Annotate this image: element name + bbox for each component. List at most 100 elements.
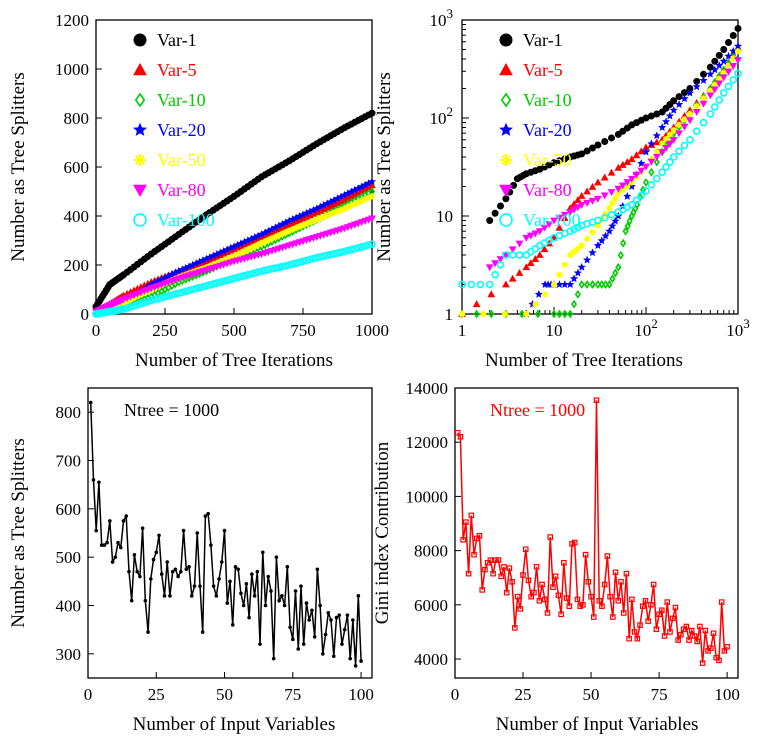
data-point [647, 180, 656, 189]
data-point [137, 299, 145, 308]
x-tick-label: 1 [458, 321, 467, 340]
data-point [540, 224, 549, 232]
data-point [675, 93, 683, 101]
data-point [491, 209, 499, 217]
data-point [552, 573, 559, 580]
data-point [670, 127, 677, 134]
data-point [535, 250, 544, 258]
y-axis-label: Gini index Contribution [372, 441, 393, 624]
data-point [605, 226, 614, 235]
data-point [615, 597, 622, 604]
data-point [710, 86, 719, 94]
data-point [222, 528, 227, 533]
data-point [608, 134, 616, 142]
data-point [127, 569, 131, 574]
data-point [648, 602, 654, 608]
data-point [647, 139, 656, 148]
data-point [263, 603, 268, 608]
data-point [683, 623, 690, 630]
data-point [340, 247, 349, 256]
data-point [368, 240, 376, 248]
data-point [247, 270, 256, 278]
data-point [734, 69, 742, 78]
data-point [626, 216, 633, 226]
data-point [168, 594, 172, 598]
data-point [154, 294, 162, 303]
y-tick-label: 800 [64, 109, 90, 128]
x-tick-label: 103 [726, 316, 750, 340]
y-tick-label: 103 [430, 6, 454, 30]
data-point [645, 618, 652, 624]
x-tick-label: 250 [152, 321, 178, 340]
x-tick-label: 1000 [355, 321, 389, 340]
data-point [146, 630, 150, 634]
data-point [458, 280, 466, 289]
data-point [733, 41, 743, 50]
data-point [710, 103, 719, 111]
series-var-50 [93, 193, 375, 316]
x-tick-label: 0 [84, 685, 93, 704]
data-point [720, 46, 728, 54]
data-point [634, 635, 641, 642]
y-tick-label: 1000 [55, 60, 89, 79]
data-point [665, 111, 674, 120]
data-point [219, 277, 228, 286]
data-point [501, 311, 508, 317]
y-tick-label: 1 [445, 305, 454, 324]
data-point [624, 221, 631, 231]
legend-marker [500, 92, 512, 108]
data-point [658, 168, 667, 176]
data-point [623, 192, 632, 200]
data-point [217, 577, 221, 581]
data-point [498, 573, 505, 580]
data-point [566, 603, 573, 609]
x-tick-label: 25 [148, 685, 165, 704]
data-point [138, 574, 142, 579]
data-point [577, 191, 586, 199]
data-point [536, 597, 543, 604]
data-point [593, 241, 602, 249]
x-axis-label: Number of Tree Iterations [135, 350, 333, 371]
data-point [257, 267, 266, 275]
data-point [220, 560, 224, 564]
data-point [560, 211, 569, 219]
data-point [567, 309, 574, 319]
legend-item: Var-50 [134, 150, 206, 170]
data-point [181, 287, 190, 296]
y-axis-label: Number as Tree Splitters [8, 438, 29, 627]
data-point [230, 274, 238, 283]
data-point [653, 174, 661, 183]
data-point [514, 593, 521, 600]
data-point [319, 252, 328, 260]
data-point [361, 242, 369, 250]
data-point [666, 131, 673, 138]
data-point [99, 543, 104, 547]
data-point [666, 158, 674, 166]
data-point [522, 263, 531, 271]
data-point [471, 551, 477, 558]
data-point [345, 613, 350, 617]
legend-marker [499, 62, 513, 76]
data-point [675, 637, 681, 643]
data-point [526, 232, 535, 240]
data-point [609, 200, 616, 207]
data-point [544, 610, 551, 616]
data-point [715, 96, 724, 104]
data-point [97, 480, 101, 485]
data-point [594, 280, 601, 289]
data-point [561, 309, 568, 319]
data-point [734, 57, 742, 65]
data-point [626, 635, 632, 642]
data-point [583, 147, 591, 155]
data-point [189, 594, 194, 598]
data-point [123, 304, 131, 312]
data-point [211, 584, 216, 588]
chart-bottom-left: Number of Input Variables Number as Tree… [8, 387, 374, 735]
data-point [570, 225, 578, 234]
data-point [354, 244, 363, 252]
x-tick-label: 100 [714, 685, 740, 704]
y-tick-label: 500 [56, 548, 82, 567]
y-tick-label: 8000 [414, 542, 448, 561]
data-point [241, 603, 246, 608]
